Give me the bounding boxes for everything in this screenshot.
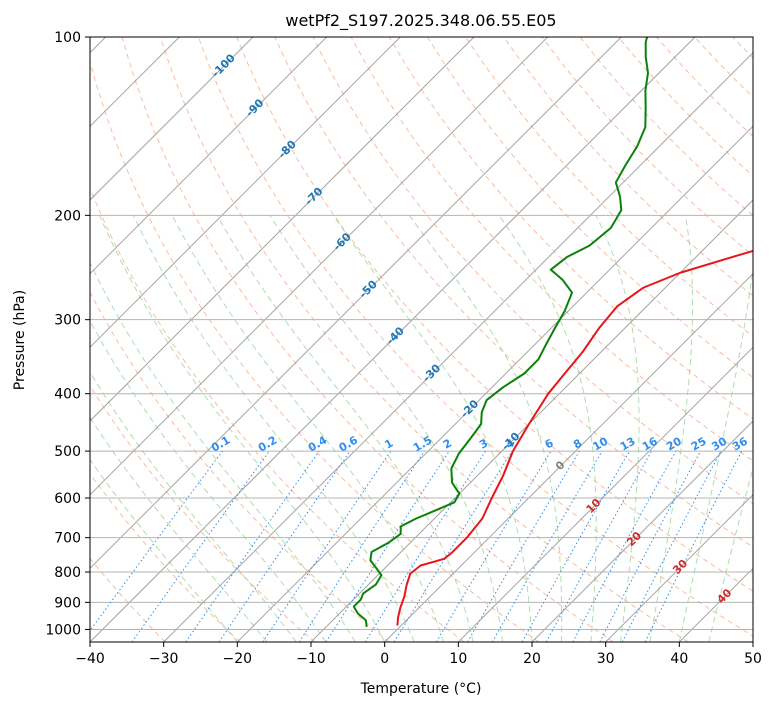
dry-adiabat-line <box>503 37 753 297</box>
x-tick-label: 30 <box>597 651 615 667</box>
y-tick-label: 100 <box>54 30 81 46</box>
y-tick-label: 900 <box>54 595 81 611</box>
dry-adiabat-line <box>388 37 753 420</box>
y-tick-label: 500 <box>54 444 81 460</box>
y-axis-label: Pressure (hPa) <box>12 290 28 390</box>
moist-adiabat-line <box>90 320 327 642</box>
isotherm-line <box>90 37 549 496</box>
moist-adiabat-line <box>90 261 356 642</box>
moist-adiabat-line <box>90 458 238 642</box>
y-tick-label: 800 <box>54 565 81 581</box>
dry-adiabat-line <box>350 37 753 462</box>
dry-adiabat-line <box>465 37 753 337</box>
temperature-line <box>396 249 753 626</box>
moist-adiabat-line <box>678 264 753 642</box>
moist-adiabat-line <box>332 215 533 642</box>
x-tick-label: −40 <box>75 651 105 667</box>
isotherm-line <box>310 199 753 642</box>
y-tick-label: 300 <box>54 313 81 329</box>
dry-adiabat-line <box>90 59 540 642</box>
isotherm-line <box>531 420 753 642</box>
moist-adiabat-line <box>216 215 474 642</box>
dry-adiabat-line <box>236 37 753 592</box>
x-tick-label: −30 <box>149 651 179 667</box>
dry-adiabat-line <box>312 37 753 505</box>
dry-adiabat-line <box>90 384 316 642</box>
mixing-ratio-line <box>218 450 351 642</box>
mixing-ratio-line <box>545 450 653 642</box>
y-tick-label: 600 <box>54 491 81 507</box>
mixing-ratio-line <box>644 450 743 642</box>
x-tick-label: 40 <box>670 651 688 667</box>
mixing-ratio-line <box>185 450 320 642</box>
mixing-ratio-line <box>298 450 425 642</box>
dew-point-line <box>352 37 649 627</box>
x-tick-label: 20 <box>523 651 541 667</box>
dry-adiabat-line <box>90 186 465 642</box>
plot-frame <box>89 36 754 643</box>
mixing-ratio-line <box>90 450 223 632</box>
mixing-ratio-line <box>131 450 270 642</box>
mixing-ratio-line <box>521 450 630 642</box>
y-tick-label: 1000 <box>45 622 81 638</box>
dry-adiabat-line <box>90 557 166 642</box>
moist-adiabat-line <box>90 416 268 642</box>
moist-adiabat-line <box>595 215 640 642</box>
sounding-lines <box>352 37 753 627</box>
x-tick-label: 10 <box>449 651 467 667</box>
isotherm-line <box>236 125 753 642</box>
isotherm-line <box>605 493 753 642</box>
x-tick-label: 50 <box>744 651 762 667</box>
x-tick-label: 0 <box>380 651 389 667</box>
dry-adiabat-line <box>121 37 614 642</box>
mixing-ratio-line <box>572 450 677 642</box>
isotherm-line <box>90 37 328 275</box>
dry-adiabat-line <box>159 37 689 642</box>
dry-adiabat-line <box>274 37 753 548</box>
x-tick-label: −10 <box>296 651 326 667</box>
moist-adiabat-line <box>99 215 386 642</box>
isotherm-line <box>90 37 475 422</box>
y-tick-label: 700 <box>54 531 81 547</box>
x-axis-label: Temperature (°C) <box>360 681 482 697</box>
isotherm-line <box>90 37 401 349</box>
moist-adiabat-line <box>649 215 694 642</box>
axes: −40 −30 −20 −10 0 10 20 30 40 50 100 200 300 400 500 60… <box>45 30 762 667</box>
isotherm-line <box>90 37 254 201</box>
moist-adiabat-line <box>133 215 415 642</box>
moist-adiabat-line <box>90 371 297 642</box>
y-tick-label: 200 <box>54 208 81 224</box>
moist-adiabat-line <box>269 215 504 642</box>
isotherm-line <box>90 37 622 570</box>
isotherm-line <box>90 37 696 642</box>
isotherm-line <box>384 272 753 642</box>
mixing-ratio-line <box>325 450 450 642</box>
mixing-ratio-line <box>393 450 513 642</box>
moist-adiabat-line <box>171 215 445 642</box>
dry-adiabat-line <box>90 472 241 642</box>
dry-adiabat-line <box>90 291 390 642</box>
moist-adiabat-line <box>409 215 563 642</box>
mixing-ratio-line <box>262 450 392 642</box>
isotherm-line <box>457 346 753 642</box>
chart-title: wetPf2_S197.2025.348.06.55.E05 <box>285 11 556 31</box>
background-lines <box>90 37 753 642</box>
isotherm-line <box>163 51 753 642</box>
x-tick-label: −20 <box>223 651 253 667</box>
y-tick-label: 400 <box>54 387 81 403</box>
